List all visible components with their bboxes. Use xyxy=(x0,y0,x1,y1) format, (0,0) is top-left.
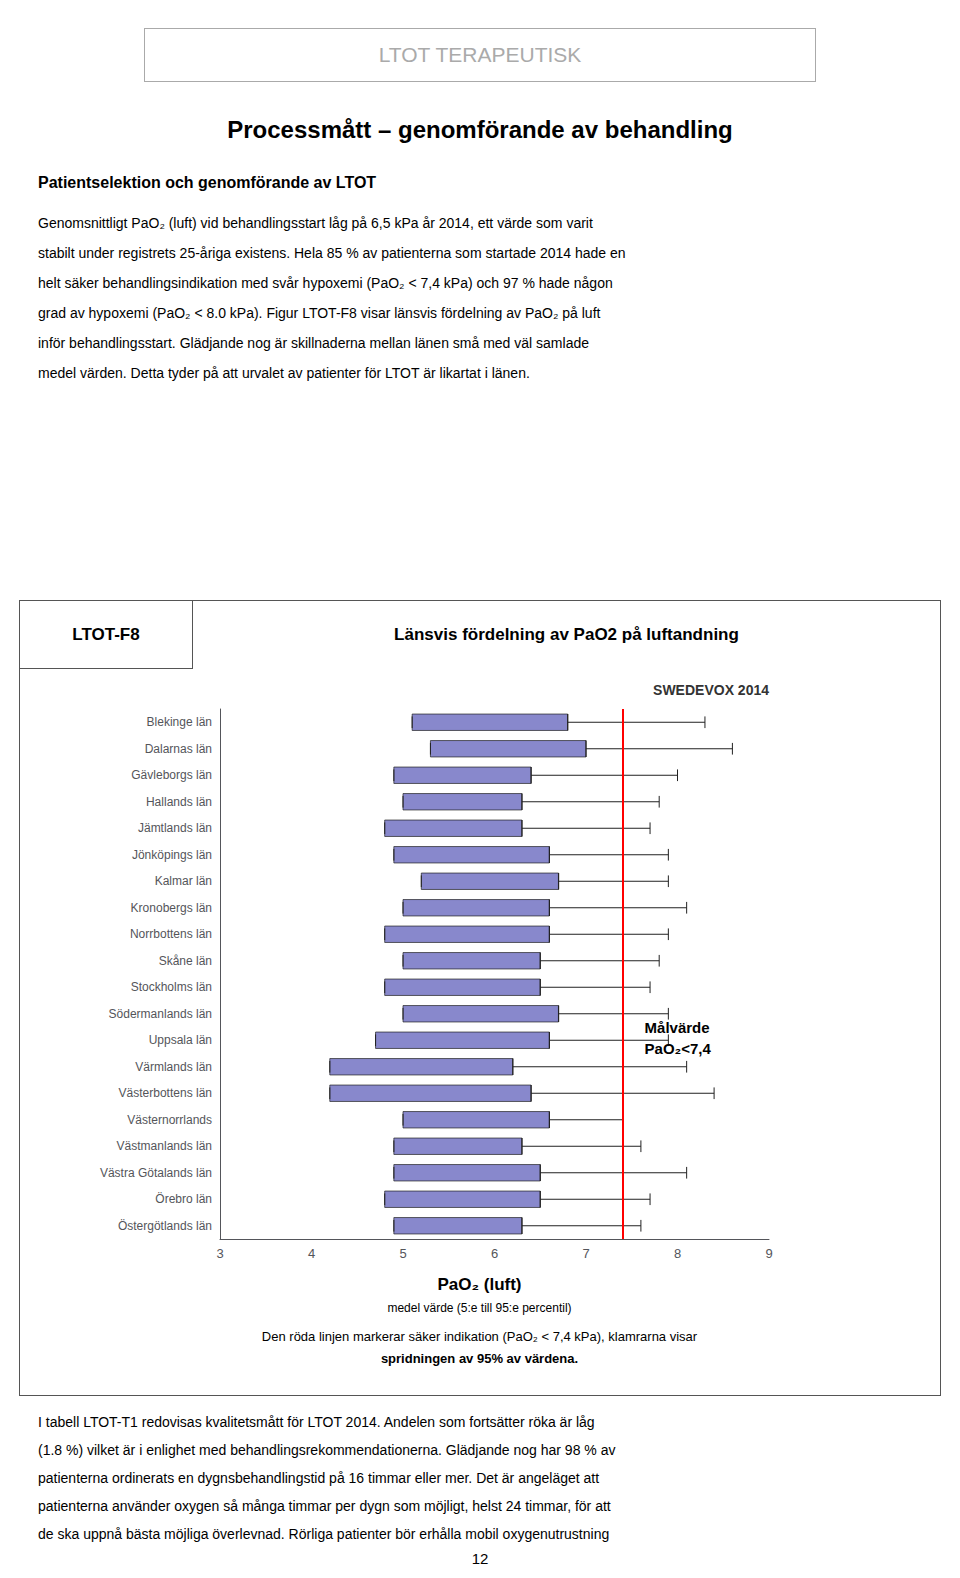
html-text:patienterna ordinerats en dygn: patienterna ordinerats en dygnsbehandlin… xyxy=(38,1470,600,1486)
html-text:de ska uppnå bästa möjliga öve: de ska uppnå bästa möjliga överlevnad. R… xyxy=(38,1526,610,1542)
svg-text:9: 9 xyxy=(765,1246,772,1261)
svg-text:Örebro län: Örebro län xyxy=(155,1192,212,1206)
svg-text:Östergötlands län: Östergötlands län xyxy=(118,1219,212,1233)
html-text:PaO₂ (luft): PaO₂ (luft) xyxy=(437,1275,522,1294)
svg-text:Stockholms län: Stockholms län xyxy=(131,980,212,994)
svg-text:Jönköpings län: Jönköpings län xyxy=(132,848,212,862)
html-text:Länsvis fördelning av PaO2 på: Länsvis fördelning av PaO2 på luftandnin… xyxy=(394,625,739,644)
svg-text:6: 6 xyxy=(491,1246,498,1261)
svg-text:3: 3 xyxy=(216,1246,223,1261)
html-text:stabilt under registrets 25-år: stabilt under registrets 25-åriga existe… xyxy=(38,245,626,261)
svg-text:Västernorrlands: Västernorrlands xyxy=(127,1113,212,1127)
svg-text:Västmanlands län: Västmanlands län xyxy=(117,1139,212,1153)
html-text:I tabell LTOT-T1 redovisas kva: I tabell LTOT-T1 redovisas kvalitetsmått… xyxy=(38,1414,595,1430)
svg-text:Kronobergs län: Kronobergs län xyxy=(131,901,212,915)
html-text:patienterna använder oxygen så: patienterna använder oxygen så många tim… xyxy=(38,1498,611,1514)
html-text:LTOT-F8: LTOT-F8 xyxy=(72,624,140,644)
html-text:Processmått – genomförande av: Processmått – genomförande av behandling xyxy=(227,116,733,143)
html-text:12: 12 xyxy=(471,1550,489,1567)
html-text:medel värden. Detta tyder på a: medel värden. Detta tyder på att urvalet… xyxy=(38,365,530,381)
html-text:spridningen av 95% av värdena.: spridningen av 95% av värdena. xyxy=(380,1351,579,1366)
svg-text:Målvärde: Målvärde xyxy=(645,1019,710,1036)
html-text:LTOT TERAPEUTISK: LTOT TERAPEUTISK xyxy=(378,43,582,66)
svg-text:Blekinge län: Blekinge län xyxy=(147,715,212,729)
svg-text:Skåne län: Skåne län xyxy=(159,954,212,968)
svg-text:5: 5 xyxy=(399,1246,406,1261)
svg-text:8: 8 xyxy=(674,1246,681,1261)
svg-text:Värmlands län: Värmlands län xyxy=(135,1060,212,1074)
svg-text:Dalarnas län: Dalarnas län xyxy=(145,742,212,756)
svg-text:4: 4 xyxy=(308,1246,315,1261)
svg-text:7: 7 xyxy=(582,1246,589,1261)
html-text:Patientselektion och genomföra: Patientselektion och genomförande av LTO… xyxy=(38,174,377,191)
html-text:medel värde (5:e till 95:e per: medel värde (5:e till 95:e percentil) xyxy=(387,1301,572,1315)
svg-text:Södermanlands län: Södermanlands län xyxy=(109,1007,212,1021)
svg-text:Jämtlands län: Jämtlands län xyxy=(138,821,212,835)
svg-text:Hallands län: Hallands län xyxy=(146,795,212,809)
svg-text:Gävleborgs län: Gävleborgs län xyxy=(131,768,212,782)
svg-text:Västra Götalands län: Västra Götalands län xyxy=(100,1166,212,1180)
html-text:helt säker behandlingsindikati: helt säker behandlingsindikation med svå… xyxy=(38,275,613,291)
svg-text:Norrbottens län: Norrbottens län xyxy=(130,927,212,941)
html-text:Den röda linjen markerar säker: Den röda linjen markerar säker indikatio… xyxy=(261,1329,698,1344)
html-text:inför behandlingsstart. Glädja: inför behandlingsstart. Glädjande nog är… xyxy=(38,335,589,351)
svg-text:Uppsala län: Uppsala län xyxy=(149,1033,212,1047)
svg-text:Västerbottens län: Västerbottens län xyxy=(119,1086,212,1100)
svg-text:PaO₂<7,4: PaO₂<7,4 xyxy=(645,1040,712,1057)
html-text:(1.8 %) vilket är i enlighet m: (1.8 %) vilket är i enlighet med behandl… xyxy=(38,1442,616,1458)
svg-text:Kalmar län: Kalmar län xyxy=(155,874,212,888)
html-text:Genomsnittligt PaO₂ (luft) vid: Genomsnittligt PaO₂ (luft) vid behandlin… xyxy=(38,215,593,231)
svg-text:SWEDEVOX 2014: SWEDEVOX 2014 xyxy=(653,682,769,698)
html-text:grad av hypoxemi (PaO₂ < 8.0 k: grad av hypoxemi (PaO₂ < 8.0 kPa). Figur… xyxy=(38,305,601,321)
